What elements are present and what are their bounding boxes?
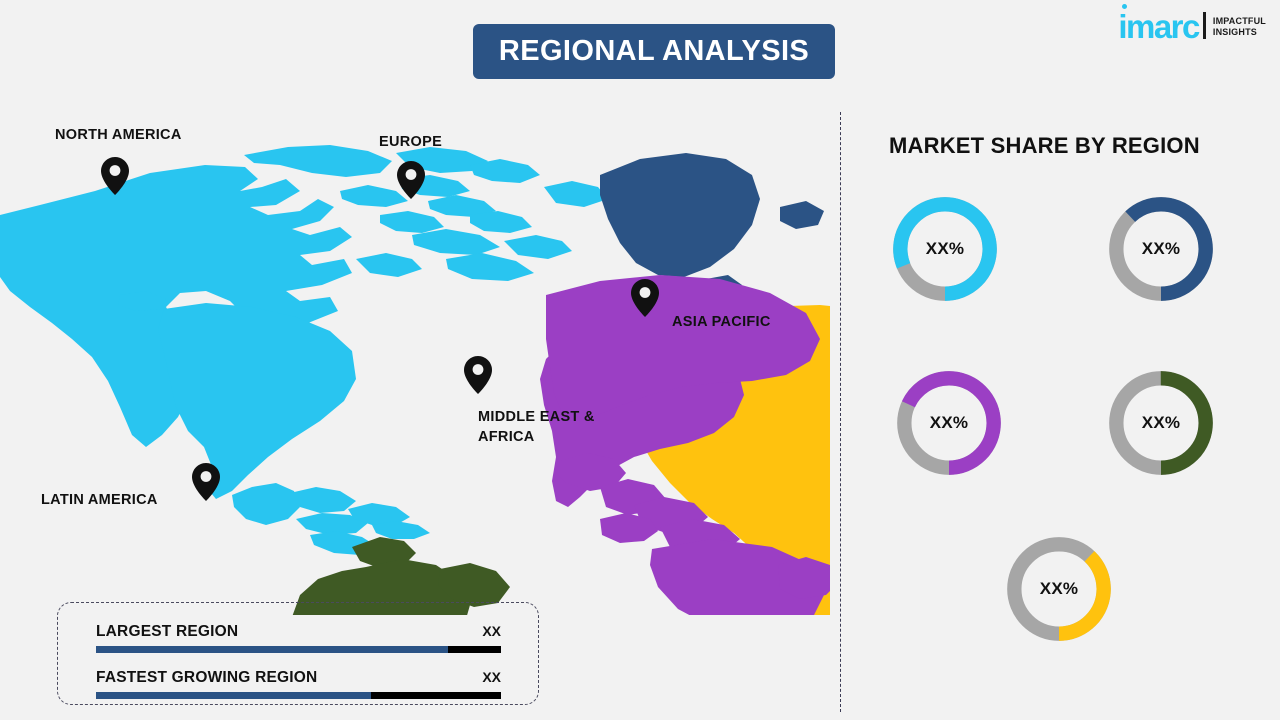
logo-tagline-line2: INSIGHTS — [1212, 26, 1257, 37]
map-region-latin-america — [292, 537, 510, 615]
legend-row-largest-region: LARGEST REGION XX — [96, 623, 501, 653]
legend-label-largest-region: LARGEST REGION — [96, 623, 239, 640]
page-title: REGIONAL ANALYSIS — [498, 35, 810, 67]
legend-bar-fastest-growing-region — [96, 692, 501, 699]
donut-chart-north-america: XX% — [886, 190, 1004, 308]
map-region-asia-pacific-detail — [540, 275, 830, 615]
legend-bar-largest-region — [96, 646, 501, 653]
donut-svg-latin-america — [1109, 371, 1213, 475]
logo-tagline-line1: IMPACTFUL — [1212, 15, 1266, 26]
map-region-north-america — [0, 145, 608, 555]
world-map — [0, 95, 830, 615]
donut-center-label-europe: XX% — [1141, 239, 1181, 258]
donut-center-label-asia-pacific: XX% — [929, 413, 969, 432]
page-title-banner: REGIONAL ANALYSIS — [473, 24, 835, 79]
logo-wordmark: imarc — [1118, 3, 1200, 43]
map-pin-europe[interactable] — [397, 161, 425, 199]
map-label-asia-pacific: ASIA PACIFIC — [672, 314, 771, 330]
market-share-panel-title: MARKET SHARE BY REGION — [889, 133, 1200, 158]
panel-divider — [840, 112, 841, 712]
logo-divider-bar — [1202, 12, 1206, 39]
donut-chart-europe: XX% — [1102, 190, 1220, 308]
logo-dot-icon — [1122, 3, 1128, 9]
legend-row-fastest-growing-region: FASTEST GROWING REGION XX — [96, 669, 501, 699]
donut-svg-middle-east-africa — [1007, 537, 1111, 641]
donut-svg-north-america — [893, 197, 997, 301]
logo-word-text: imarc — [1118, 7, 1200, 45]
donut-center-label-middle-east-africa: XX% — [1039, 579, 1079, 598]
map-pin-latin-america[interactable] — [192, 463, 220, 501]
donut-chart-middle-east-africa: XX% — [1000, 530, 1118, 648]
map-label-north-america: NORTH AMERICA — [55, 127, 182, 143]
legend-value-largest-region: XX — [482, 623, 501, 639]
legend-value-fastest-growing-region: XX — [482, 669, 501, 685]
donut-svg-europe — [1109, 197, 1213, 301]
legend-bar-fill-largest-region — [96, 646, 449, 653]
donut-chart-latin-america: XX% — [1102, 364, 1220, 482]
legend-label-fastest-growing-region: FASTEST GROWING REGION — [96, 669, 318, 686]
map-label-middle-east-africa: MIDDLE EAST & AFRICA — [478, 409, 595, 445]
donut-svg-asia-pacific — [897, 371, 1001, 475]
logo-tagline: IMPACTFUL INSIGHTS — [1213, 16, 1266, 42]
legend-bar-fill-fastest-growing-region — [96, 692, 372, 699]
map-label-latin-america: LATIN AMERICA — [41, 492, 158, 508]
map-pin-asia-pacific[interactable] — [631, 279, 659, 317]
imarc-logo: imarc IMPACTFUL INSIGHTS — [1118, 3, 1266, 43]
map-pin-north-america[interactable] — [101, 157, 129, 195]
donut-center-label-latin-america: XX% — [1141, 413, 1181, 432]
region-summary-box: LARGEST REGION XX FASTEST GROWING REGION… — [57, 602, 539, 705]
donut-chart-asia-pacific: XX% — [890, 364, 1008, 482]
map-pin-middle-east-africa[interactable] — [464, 356, 492, 394]
donut-center-label-north-america: XX% — [925, 239, 965, 258]
map-label-europe: EUROPE — [379, 134, 443, 150]
world-map-svg — [0, 145, 830, 615]
